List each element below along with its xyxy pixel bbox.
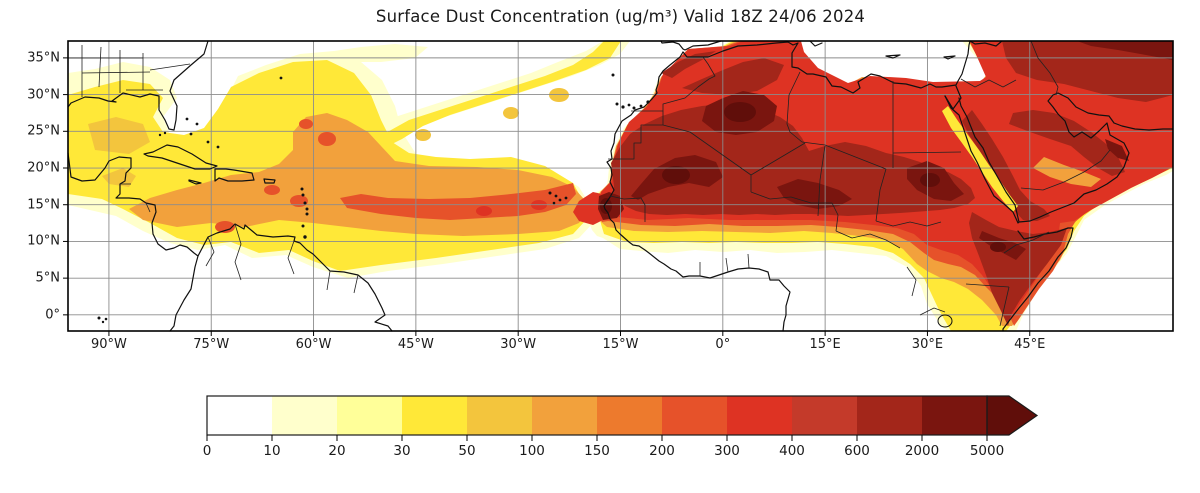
- coast-red-sea: [944, 95, 1020, 224]
- colorbar: [206, 395, 1039, 441]
- coast-jamaica: [188, 179, 202, 185]
- coast-north-america: [67, 40, 209, 131]
- x-axis-tick-label: 15°E: [809, 337, 841, 352]
- x-axis-tick-label: 60°W: [295, 337, 332, 352]
- colorbar-tick-label: 100: [519, 443, 545, 459]
- y-axis-tick-label: 15°N: [27, 197, 60, 213]
- colorbar-tick-label: 0: [202, 443, 212, 459]
- country-borders: [68, 40, 1111, 327]
- colorbar-tick-label: 200: [649, 443, 675, 459]
- x-axis-tick-label: 15°W: [602, 337, 639, 352]
- lake-victoria: [937, 314, 953, 328]
- coast-turkey-south: [969, 40, 1003, 47]
- y-axis-tick-label: 35°N: [27, 50, 60, 66]
- coast-sicily-tip: [809, 40, 823, 47]
- coast-sinai: [944, 85, 962, 110]
- y-axis-tick-label: 25°N: [27, 123, 60, 139]
- axis-tick-marks: [63, 57, 1031, 336]
- colorbar-tick-label: 400: [779, 443, 805, 459]
- colorbar-tick-label: 20: [328, 443, 346, 459]
- x-axis-tick-label: 45°E: [1014, 337, 1046, 352]
- colorbar-tick-label: 30: [393, 443, 411, 459]
- bermuda-dot: [279, 76, 283, 80]
- y-axis-tick-label: 0°: [45, 307, 60, 323]
- graticule: [68, 41, 1173, 331]
- x-axis-tick-label: 75°W: [193, 337, 230, 352]
- colorbar-tick-label: 600: [844, 443, 870, 459]
- coast-puerto-rico: [263, 178, 276, 184]
- chart-title: Surface Dust Concentration (ug/m³) Valid…: [375, 7, 866, 26]
- madeira-dot: [611, 73, 615, 77]
- coast-horn-of-africa: [1002, 227, 1074, 332]
- y-axis-tick-label: 10°N: [27, 233, 60, 249]
- coast-cuba: [143, 144, 218, 170]
- small-islands: [97, 73, 650, 324]
- colorbar-tick-label: 10: [263, 443, 281, 459]
- colorbar-tick-label: 150: [584, 443, 610, 459]
- coast-cyprus: [943, 55, 956, 60]
- coast-north-africa-mediterranean: [682, 40, 971, 94]
- x-axis-tick-label: 45°W: [397, 337, 434, 352]
- map-frame: [67, 40, 1174, 332]
- colorbar-tick-label: 2000: [904, 443, 940, 459]
- y-axis-tick-label: 20°N: [27, 160, 60, 176]
- coastlines: [67, 40, 1174, 332]
- x-axis-tick-label: 0°: [715, 337, 731, 352]
- coast-arabia-persian-gulf: [1018, 92, 1174, 223]
- coast-west-africa: [603, 51, 791, 332]
- coast-iberia: [660, 40, 722, 51]
- y-axis-tick-label: 30°N: [27, 87, 60, 103]
- colorbar-tick-label: 5000: [969, 443, 1005, 459]
- y-axis-tick-label: 5°N: [35, 270, 61, 286]
- coast-crete: [885, 54, 901, 59]
- coast-south-america: [197, 223, 393, 332]
- x-axis-tick-label: 30°E: [911, 337, 944, 352]
- x-axis-tick-label: 30°W: [500, 337, 537, 352]
- coast-hispaniola: [214, 168, 255, 182]
- colorbar-tick-label: 300: [714, 443, 740, 459]
- x-axis-tick-label: 90°W: [90, 337, 127, 352]
- colorbar-tick-label: 50: [458, 443, 476, 459]
- coast-mexico-central-america: [67, 152, 199, 332]
